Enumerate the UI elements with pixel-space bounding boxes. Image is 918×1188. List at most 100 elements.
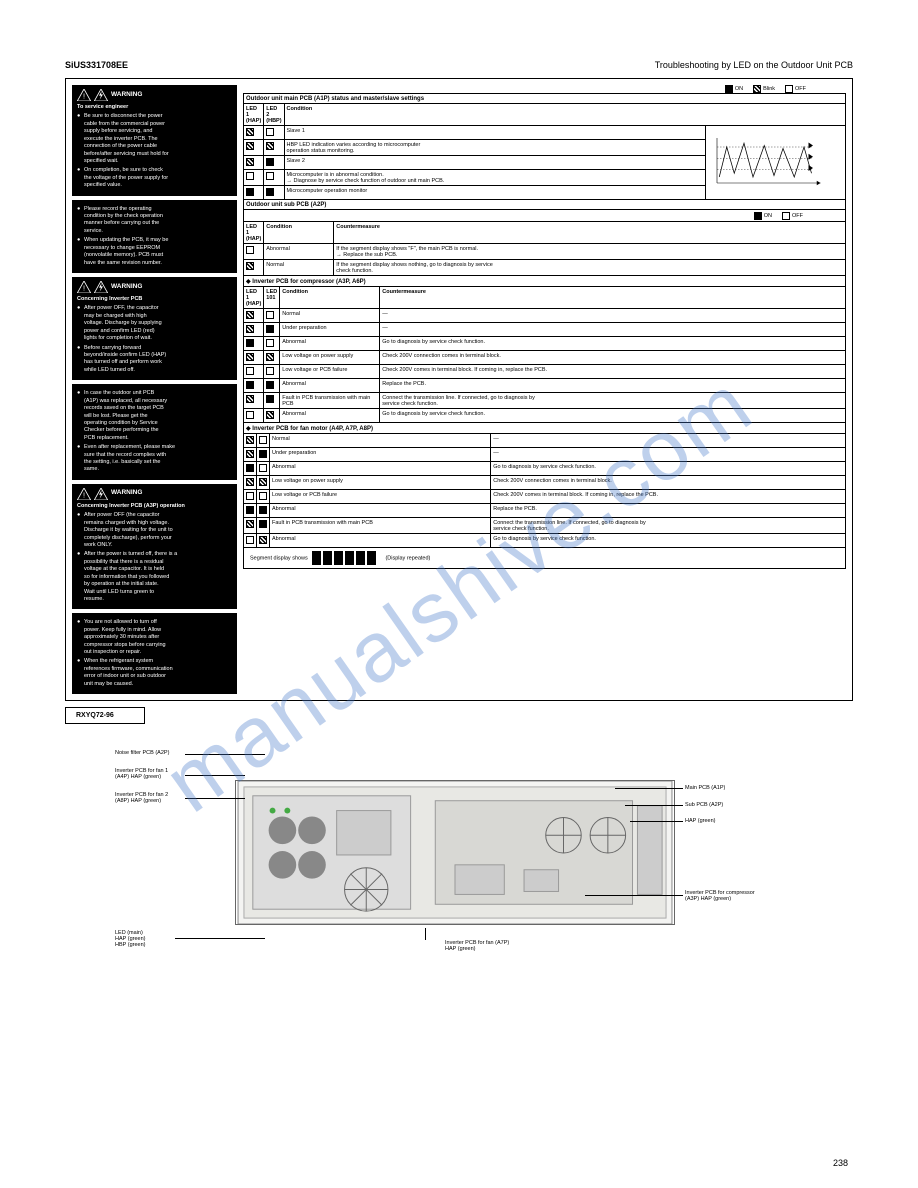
- table-row: AbnormalGo to diagnosis by service check…: [244, 337, 846, 351]
- led-icon: [266, 325, 274, 333]
- section1-title: Outdoor unit main PCB (A1P) status and m…: [244, 94, 846, 104]
- section4-title: ◆ Inverter PCB for fan motor (A4P, A7P, …: [244, 423, 846, 434]
- warnings-column: ! WARNING To service engineer ●Be sure t…: [72, 85, 237, 694]
- led-icon: [246, 436, 254, 444]
- warning-title: WARNING: [111, 489, 142, 498]
- caption-box-3: ●You are not allowed to turn off power. …: [72, 613, 237, 694]
- warning-box-3: ! WARNING Concerning Inverter PCB (A3P) …: [72, 484, 237, 609]
- led-icon: [246, 492, 254, 500]
- label-sub: Sub PCB (A2P): [685, 802, 723, 808]
- label-noise-filter: Noise filter PCB (A2P): [115, 750, 169, 756]
- led-blink-icon: [266, 142, 274, 150]
- cap-text: Please record the operating condition by…: [84, 206, 163, 236]
- table-row: AbnormalGo to diagnosis by service check…: [244, 534, 846, 548]
- led-icon: [259, 492, 267, 500]
- led-icon: [259, 520, 267, 528]
- segment-paren: (Display repeated): [385, 555, 430, 561]
- table-row: Normal—: [244, 309, 846, 323]
- legend-on: ON: [735, 86, 743, 92]
- doc-id: SiUS331708EE: [65, 60, 128, 70]
- cap-text: You are not allowed to turn off power. K…: [84, 619, 166, 656]
- table-main-pcb: Outdoor unit main PCB (A1P) status and m…: [243, 93, 846, 200]
- led-icon: [259, 536, 267, 544]
- led-icon: [259, 464, 267, 472]
- table-row: Abnormal If the segment display shows "F…: [244, 244, 846, 260]
- section2-title: Outdoor unit sub PCB (A2P): [244, 200, 846, 210]
- pcb-photo: [235, 780, 675, 925]
- warn-text: On completion, be sure to check the volt…: [84, 167, 168, 189]
- table-row: Low voltage on power supplyCheck 200V co…: [244, 476, 846, 490]
- segment-row: Segment display shows (Display repeated): [244, 548, 846, 569]
- led-icon: [246, 325, 254, 333]
- led-icon: [259, 436, 267, 444]
- table-row: AbnormalGo to diagnosis by service check…: [244, 462, 846, 476]
- label-inv-comp: Inverter PCB for compressor (A3P) HAP (g…: [685, 890, 755, 902]
- seven-segment-icon: [312, 551, 382, 565]
- led-icon: [259, 478, 267, 486]
- table-row: Fault in PCB transmission with main PCBC…: [244, 518, 846, 534]
- led-icon: [246, 311, 254, 319]
- led-icon: [266, 381, 274, 389]
- led-blink-icon: [246, 142, 254, 150]
- shock-triangle-icon: [94, 488, 108, 500]
- table-inv-compressor: ◆ Inverter PCB for compressor (A3P, A6P)…: [243, 275, 846, 423]
- led-on-icon: [246, 188, 254, 196]
- section-title: Troubleshooting by LED on the Outdoor Un…: [655, 60, 853, 70]
- label-leds: LED (main) HAP (green) HBP (green): [115, 930, 145, 948]
- led-on-icon: [725, 85, 733, 93]
- model-box: RXYQ72-96: [65, 707, 145, 724]
- warn-text: Be sure to disconnect the power cable fr…: [84, 113, 169, 165]
- table-row: Low voltage or PCB failureCheck 200V com…: [244, 490, 846, 504]
- warn-text: After power OFF (the capacitor remains c…: [84, 512, 173, 549]
- warning-triangle-icon: !: [77, 488, 91, 500]
- led-icon: [266, 395, 274, 403]
- section3-title: ◆ Inverter PCB for compressor (A3P, A6P): [244, 276, 846, 287]
- cap-text: In case the outdoor unit PCB (A1P) was r…: [84, 390, 167, 442]
- led-off-icon: [785, 85, 793, 93]
- table-row: Low voltage or PCB failureCheck 200V com…: [244, 365, 846, 379]
- shock-triangle-icon: [94, 89, 108, 101]
- cap-text: Even after replacement, please make sure…: [84, 444, 175, 474]
- led-icon: [246, 520, 254, 528]
- table-row: AbnormalReplace the PCB.: [244, 504, 846, 518]
- warning-box-2: ! WARNING Concerning Inverter PCB ●After…: [72, 277, 237, 380]
- led-icon: [246, 395, 254, 403]
- table-row: AbnormalReplace the PCB.: [244, 379, 846, 393]
- cap-text: When the refrigerant system references f…: [84, 658, 173, 688]
- led-icon: [259, 450, 267, 458]
- led-icon: [246, 478, 254, 486]
- led-icon: [246, 506, 254, 514]
- warning-triangle-icon: !: [77, 89, 91, 101]
- caption-box-1: ●Please record the operating condition b…: [72, 200, 237, 273]
- led-icon: [246, 339, 254, 347]
- led-icon: [266, 339, 274, 347]
- led-off-icon: [266, 128, 274, 136]
- led-icon: [266, 367, 274, 375]
- led-blink-icon: [246, 262, 254, 270]
- page: manualshive.com SiUS331708EE Troubleshoo…: [0, 0, 918, 1188]
- label-inv-fan1: Inverter PCB for fan 1 (A4P) HAP (green): [115, 768, 168, 780]
- warning-title: WARNING: [111, 91, 142, 100]
- table-sub-pcb: Outdoor unit sub PCB (A2P) ON OFF LED 1 …: [243, 199, 846, 276]
- svg-text:!: !: [83, 490, 85, 499]
- pcb-diagram: Noise filter PCB (A2P) Inverter PCB for …: [65, 730, 853, 970]
- col-cond: Condition: [284, 104, 845, 126]
- label-hap-sub: HAP (green): [685, 818, 715, 824]
- caption-box-2: ●In case the outdoor unit PCB (A1P) was …: [72, 384, 237, 480]
- label-inv-fan-b: Inverter PCB for fan (A7P) HAP (green): [445, 940, 509, 952]
- table-row: Fault in PCB transmission with main PCBC…: [244, 393, 846, 409]
- led-icon: [246, 536, 254, 544]
- warn-text: After power OFF, the capacitor may be ch…: [84, 305, 162, 342]
- table-row: AbnormalGo to diagnosis by service check…: [244, 409, 846, 423]
- legend-off: OFF: [795, 86, 806, 92]
- legend-blink: Blink: [763, 86, 775, 92]
- warning-sub: To service engineer: [77, 104, 232, 111]
- shock-triangle-icon: [94, 281, 108, 293]
- led-icon: [246, 381, 254, 389]
- led-off-icon: [246, 246, 254, 254]
- page-header: SiUS331708EE Troubleshooting by LED on t…: [65, 60, 853, 70]
- tables-column: ON Blink OFF Outdoor unit main PCB (A1P)…: [243, 85, 846, 694]
- led-icon: [246, 353, 254, 361]
- led-icon: [246, 450, 254, 458]
- led-icon: [246, 411, 254, 419]
